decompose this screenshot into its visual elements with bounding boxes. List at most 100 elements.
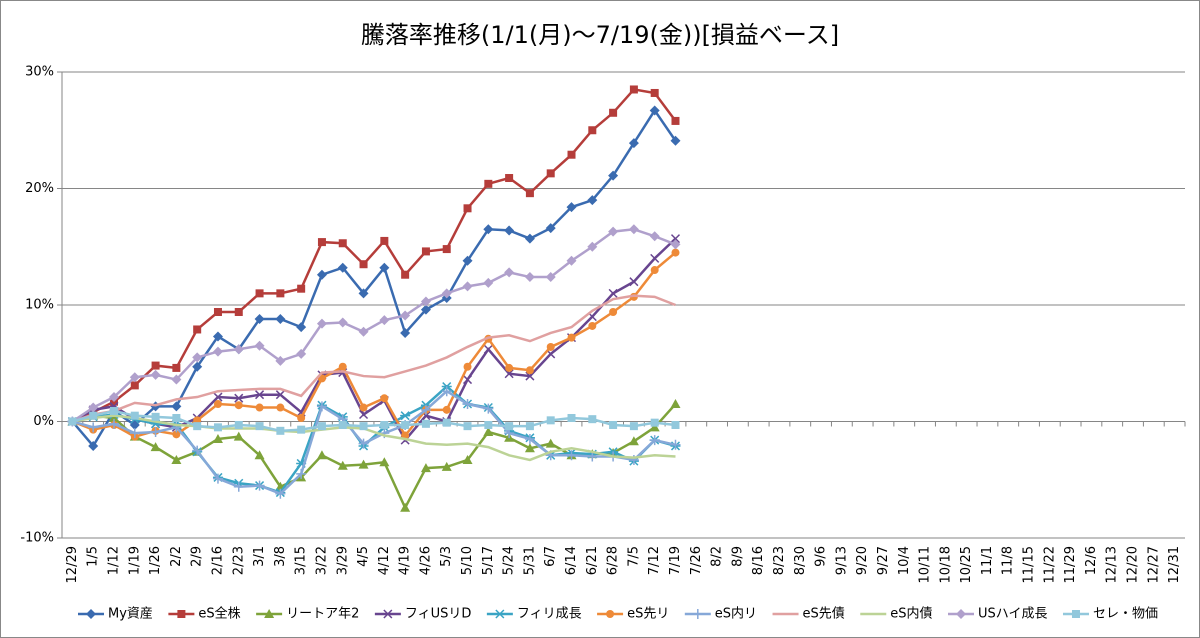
x-tick-label: 12/6 xyxy=(1084,546,1099,575)
legend-label: USハイ成長 xyxy=(978,607,1048,622)
marker xyxy=(88,440,99,451)
marker xyxy=(337,262,348,273)
marker xyxy=(255,403,264,412)
marker xyxy=(358,288,369,299)
marker xyxy=(275,488,286,499)
marker xyxy=(233,431,244,441)
marker xyxy=(213,400,222,409)
marker xyxy=(609,420,618,429)
marker xyxy=(130,381,139,390)
marker xyxy=(172,430,181,439)
marker xyxy=(505,422,514,431)
series xyxy=(72,414,676,462)
marker xyxy=(525,366,534,375)
marker xyxy=(108,418,119,429)
marker xyxy=(463,422,472,431)
marker xyxy=(338,362,347,371)
legend-item: eS内債 xyxy=(860,606,933,622)
marker xyxy=(567,333,576,342)
marker xyxy=(494,609,505,619)
marker xyxy=(483,224,494,235)
marker xyxy=(608,170,619,181)
x-tick-label: 10/25 xyxy=(959,546,974,583)
legend-item: eS先リ xyxy=(597,607,669,622)
marker xyxy=(379,262,390,273)
marker xyxy=(193,325,202,334)
marker xyxy=(649,231,660,242)
marker xyxy=(359,260,368,269)
marker xyxy=(255,289,264,298)
marker xyxy=(317,238,326,247)
marker xyxy=(234,393,244,403)
marker xyxy=(233,344,244,355)
marker xyxy=(316,401,327,412)
marker xyxy=(421,247,430,256)
marker xyxy=(192,445,203,456)
x-tick-label: 8/9 xyxy=(730,546,745,567)
marker xyxy=(567,414,576,423)
marker xyxy=(400,327,411,338)
marker xyxy=(525,189,534,198)
marker xyxy=(609,108,618,117)
marker xyxy=(212,346,223,357)
marker xyxy=(588,415,597,424)
series xyxy=(68,407,680,435)
marker xyxy=(670,399,681,409)
marker xyxy=(108,413,119,423)
marker xyxy=(649,435,660,446)
marker xyxy=(338,239,347,248)
marker xyxy=(671,116,680,125)
marker xyxy=(524,233,535,244)
x-tick-label: 12/29 xyxy=(65,546,80,583)
marker xyxy=(546,169,555,178)
marker xyxy=(524,272,535,283)
marker xyxy=(316,269,327,280)
marker xyxy=(264,609,275,618)
marker xyxy=(628,436,639,446)
x-tick-label: 8/23 xyxy=(772,546,787,575)
marker xyxy=(484,420,493,429)
marker xyxy=(380,236,389,245)
marker xyxy=(606,610,615,618)
x-tick-label: 4/12 xyxy=(377,546,392,575)
y-tick-label: -10% xyxy=(20,531,54,546)
x-tick-label: 5/24 xyxy=(502,546,517,575)
marker xyxy=(234,420,243,429)
legend-label: フィUSリD xyxy=(405,607,472,622)
marker xyxy=(172,363,181,372)
marker xyxy=(275,355,286,366)
marker xyxy=(171,374,182,385)
x-tick-label: 10/4 xyxy=(897,546,912,575)
marker xyxy=(276,289,285,298)
marker xyxy=(463,362,472,371)
marker xyxy=(650,253,660,263)
marker xyxy=(254,340,265,351)
marker xyxy=(359,422,368,431)
marker xyxy=(192,352,203,363)
y-tick-label: 0% xyxy=(33,414,54,429)
marker xyxy=(316,318,327,329)
marker xyxy=(379,315,390,326)
marker xyxy=(233,481,244,492)
legend-item: USハイ成長 xyxy=(948,607,1048,622)
marker xyxy=(441,288,452,299)
marker xyxy=(150,369,161,380)
marker xyxy=(380,394,389,403)
series xyxy=(68,248,680,441)
marker xyxy=(296,322,307,333)
marker xyxy=(380,420,389,429)
marker xyxy=(524,443,535,453)
legend-label: eS先債 xyxy=(803,607,845,622)
marker xyxy=(316,450,327,460)
x-tick-label: 3/15 xyxy=(294,546,309,575)
x-tick-label: 7/19 xyxy=(668,546,683,575)
marker xyxy=(462,399,473,410)
x-tick-label: 4/5 xyxy=(356,546,371,567)
x-tick-label: 9/13 xyxy=(834,546,849,575)
marker xyxy=(670,234,681,244)
x-tick-label: 1/12 xyxy=(106,546,121,575)
marker xyxy=(212,331,223,342)
marker xyxy=(504,369,514,379)
marker xyxy=(297,414,306,423)
